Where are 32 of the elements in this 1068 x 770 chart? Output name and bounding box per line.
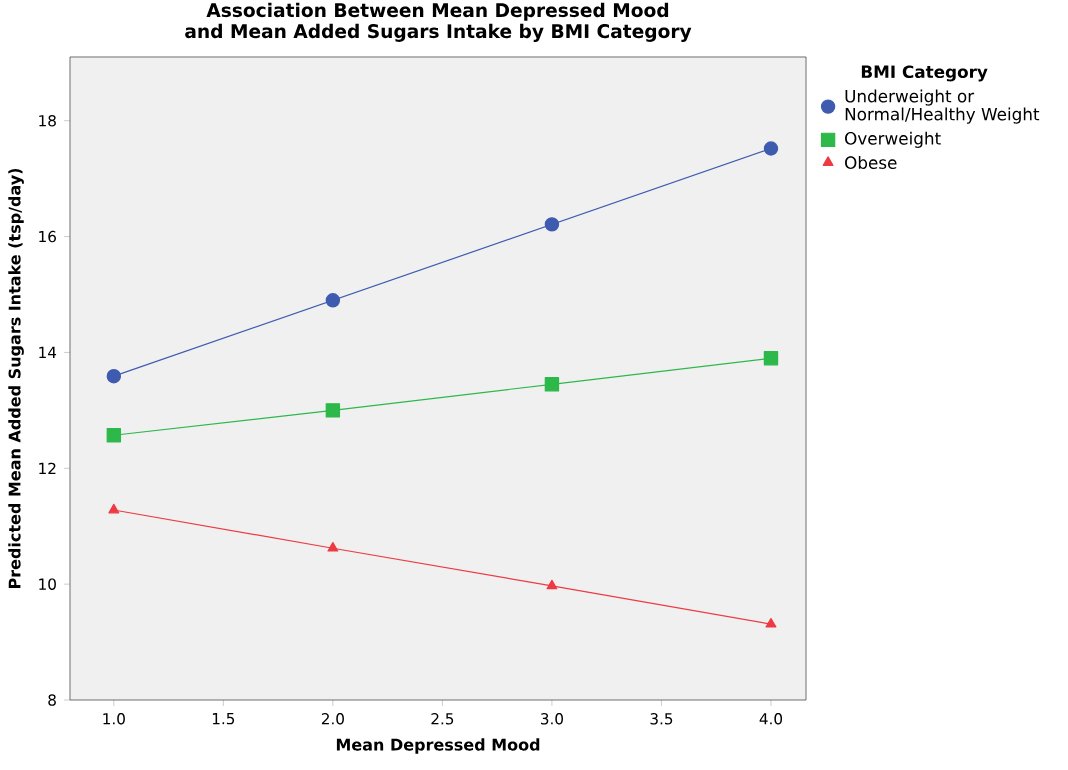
y-tick-label: 18 [39, 114, 56, 127]
y-tick-label: 8 [48, 694, 56, 706]
point [765, 617, 777, 628]
point [106, 428, 122, 443]
point [108, 503, 120, 514]
point [544, 377, 560, 392]
point [546, 579, 558, 590]
x-tick-label: 3.5 [650, 713, 673, 725]
point [325, 293, 341, 308]
y-tick-label: 12 [39, 462, 56, 474]
x-tick-label: 4.0 [759, 713, 783, 725]
point [763, 141, 779, 156]
legend-title: BMI Category [861, 65, 988, 82]
point [763, 351, 779, 366]
x-tick-label: 1.5 [212, 713, 235, 725]
x-tick-label: 3.0 [540, 713, 563, 725]
x-tick-label: 1.0 [103, 713, 125, 725]
point [325, 403, 341, 418]
y-tick-label: 16 [39, 230, 56, 243]
x-tick-label: 2.5 [431, 713, 454, 725]
y-axis-title: Predicted Mean Added Sugars Intake (tsp/day) [8, 168, 24, 588]
x-tick-label: 2.0 [321, 713, 344, 725]
legend-label: Overweight [845, 131, 941, 148]
x-axis-title: Mean Depressed Mood [336, 738, 540, 754]
y-tick-label: 10 [39, 578, 56, 590]
point [327, 542, 339, 552]
y-tick-label: 14 [39, 346, 57, 358]
legend-label: Obese [845, 156, 897, 170]
legend-label: Underweight or Normal/Healthy Weight [845, 89, 1040, 124]
chart-title: Association Between Mean Depressed Mood and Mean Added Sugars Intake by BMI Category [185, 2, 692, 42]
point [106, 368, 122, 384]
point [544, 217, 560, 232]
